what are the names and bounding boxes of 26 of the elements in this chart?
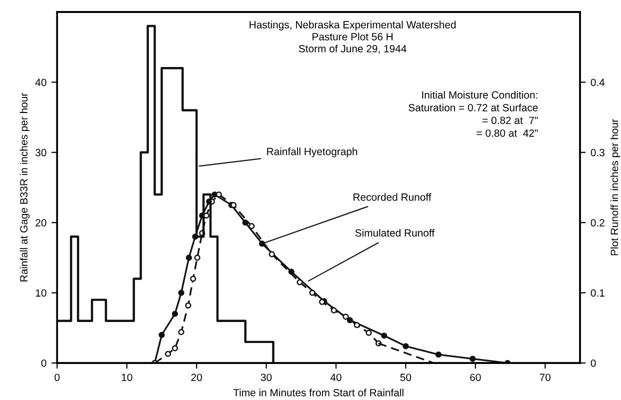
x-tick-label: 60 [470, 374, 481, 382]
x-tick-label: 40 [330, 374, 342, 382]
y-axis-title: Rainfall at Gage B33R in inches per hour [20, 92, 30, 282]
y2-tick-label: 0.2 [590, 219, 604, 226]
y2-axis-title: Plot Runoff in inches per hour [610, 119, 620, 256]
annotation: Rainfall Hyetograph [267, 148, 358, 158]
text: Hastings, Nebraska Experimental Watershed Pasture Plot 56 H Storm of June 29, 1944 [250, 20, 456, 54]
x-tick-label: 70 [540, 374, 551, 382]
x-tick-label: 30 [260, 374, 272, 382]
y-tick-label: 10 [36, 289, 46, 297]
x-tick-label: 10 [122, 374, 132, 382]
annotation: Recorded Runoff [354, 193, 432, 201]
y2-tick-label: 0.1 [590, 289, 604, 297]
y-tick-label: 0 [41, 360, 46, 367]
annotation: Initial Moisture Condition: Saturation = 0.72 at Surface = 0.82 at 7" = 0.80 at 42" [408, 90, 538, 137]
x-axis-title: Time in Minutes from Start of Rainfall [233, 388, 404, 396]
y-tick-label: 20 [36, 219, 46, 226]
y2-tick-label: 0.4 [590, 78, 605, 86]
y2-tick-label: 0 [590, 360, 596, 367]
y-tick-label: 30 [36, 148, 46, 156]
x-tick-label: 50 [400, 374, 412, 382]
x-tick-label: 20 [191, 374, 202, 382]
y2-tick-label: 0.3 [590, 148, 604, 156]
annotation: Simulated Runoff [355, 228, 435, 237]
x-tick-label: 0 [54, 374, 60, 382]
y-tick-label: 40 [35, 78, 46, 86]
